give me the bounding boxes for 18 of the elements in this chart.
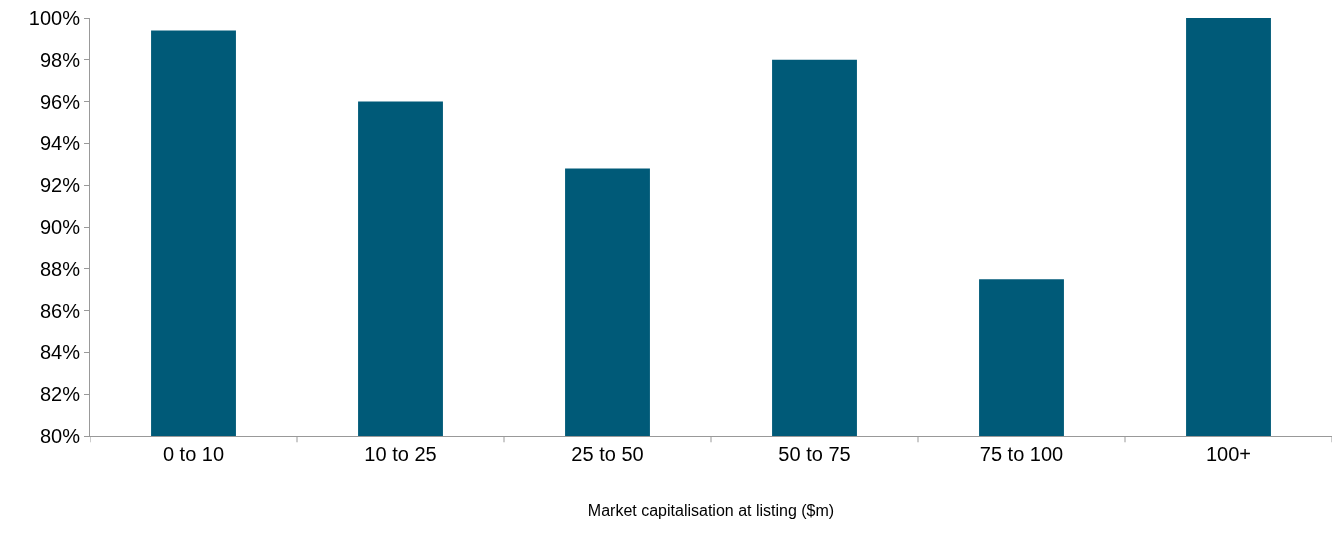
y-tick-label: 96% [39, 90, 81, 113]
y-tick-label: 82% [39, 383, 81, 406]
x-tick-label: 10 to 25 [364, 443, 437, 465]
y-tick-label: 80% [39, 425, 81, 447]
y-tick-label: 90% [39, 216, 81, 238]
x-tick-label: 0 to 10 [162, 443, 225, 465]
x-tick-label: 75 to 100 [979, 443, 1064, 465]
y-tick-label: 84% [39, 341, 81, 364]
y-tick-label: 92% [39, 174, 81, 197]
y-tick-label: 100% [28, 7, 81, 29]
x-tick-label: 100+ [1205, 443, 1252, 465]
y-tick-label: 98% [39, 48, 81, 71]
y-tick-label: 94% [39, 132, 81, 155]
x-tick-label: 25 to 50 [571, 443, 644, 465]
x-axis-title: Market capitalisation at listing ($m) [587, 501, 835, 519]
y-tick-label: 86% [39, 299, 81, 322]
y-tick-label: 88% [39, 257, 81, 280]
x-tick-label: 50 to 75 [778, 443, 851, 465]
